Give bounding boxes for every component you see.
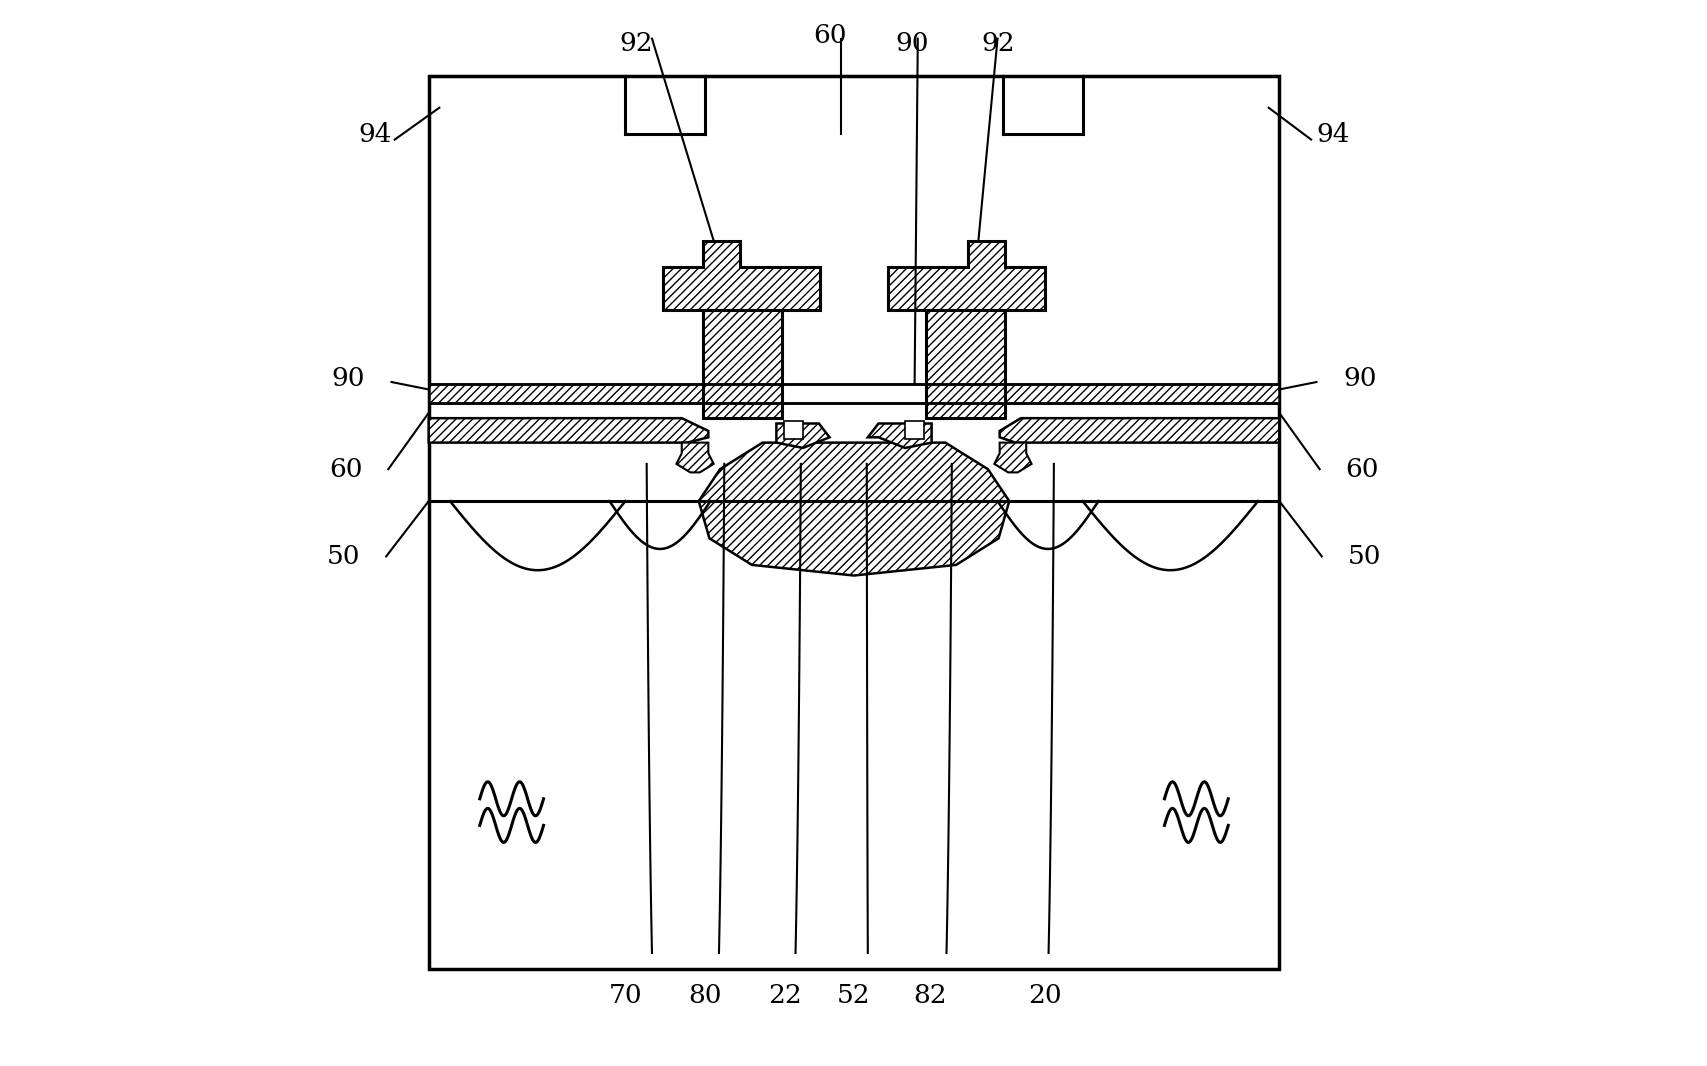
Polygon shape xyxy=(428,418,708,442)
Text: 92: 92 xyxy=(982,31,1016,56)
Polygon shape xyxy=(777,423,830,448)
Text: 94: 94 xyxy=(358,122,393,147)
Text: 60: 60 xyxy=(329,456,362,482)
Text: 50: 50 xyxy=(1347,544,1379,569)
Bar xyxy=(428,384,705,403)
Bar xyxy=(1002,384,1279,403)
Polygon shape xyxy=(676,442,714,472)
Polygon shape xyxy=(662,241,819,310)
Text: 52: 52 xyxy=(836,983,871,1008)
Text: 82: 82 xyxy=(913,983,947,1008)
Text: 92: 92 xyxy=(620,31,652,56)
Bar xyxy=(905,421,923,439)
Text: 80: 80 xyxy=(688,983,722,1008)
Polygon shape xyxy=(999,418,1279,442)
Text: 90: 90 xyxy=(331,367,365,391)
Bar xyxy=(428,76,1279,969)
Polygon shape xyxy=(698,442,1009,576)
Text: 90: 90 xyxy=(1342,367,1376,391)
Text: 60: 60 xyxy=(1345,456,1378,482)
Text: 90: 90 xyxy=(894,31,929,56)
Text: 70: 70 xyxy=(608,983,642,1008)
Bar xyxy=(705,384,1002,403)
Polygon shape xyxy=(888,241,1045,310)
Bar xyxy=(784,421,802,439)
Text: 60: 60 xyxy=(813,22,845,48)
Text: 50: 50 xyxy=(328,544,360,569)
Polygon shape xyxy=(867,423,930,448)
Bar xyxy=(925,310,1004,418)
Polygon shape xyxy=(993,442,1031,472)
Bar xyxy=(703,310,782,418)
Text: 22: 22 xyxy=(768,983,801,1008)
Text: 20: 20 xyxy=(1028,983,1062,1008)
Text: 94: 94 xyxy=(1314,122,1349,147)
